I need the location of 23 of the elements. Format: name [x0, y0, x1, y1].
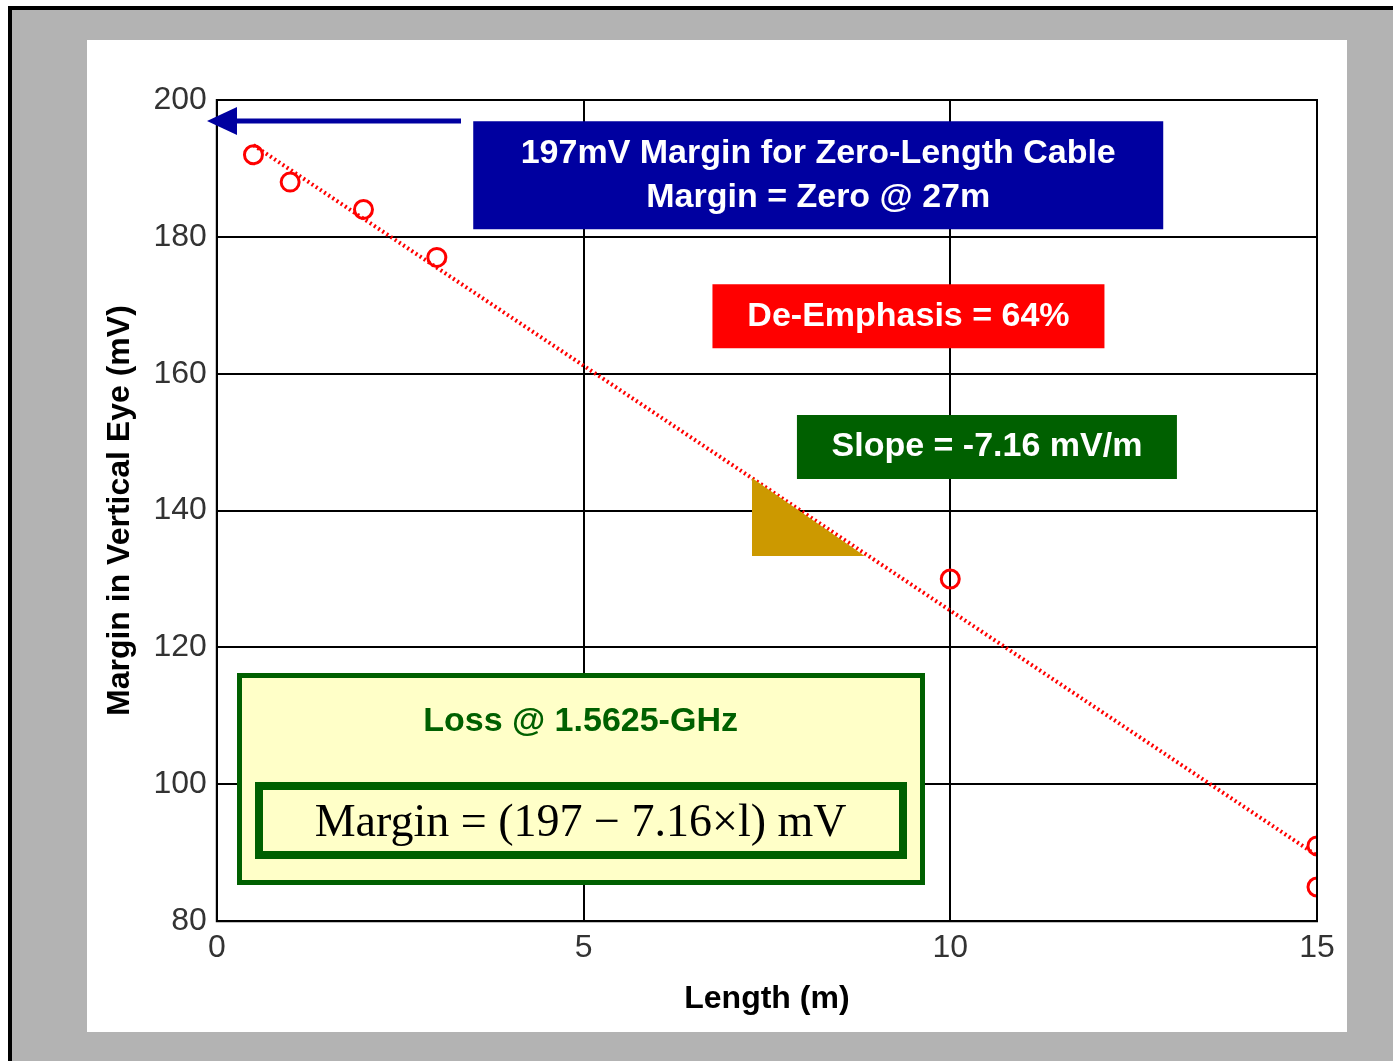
annotation: 197mV Margin for Zero-Length Cable Margin = Zero @ 27m	[520, 131, 1116, 214]
y-tick-label: 80	[171, 901, 207, 938]
x-tick-label: 0	[207, 928, 226, 965]
annotation: De-Emphasis = 64%	[747, 294, 1070, 333]
y-tick-label: 180	[153, 216, 207, 253]
annotation: Loss @ 1.5625-GHz	[423, 699, 738, 739]
point	[426, 246, 448, 268]
point	[242, 144, 264, 166]
annotation: Margin = (197 − 7.16×l) mV	[254, 781, 907, 859]
x-tick-label: 10	[932, 928, 969, 965]
y-tick-label: 120	[153, 627, 207, 664]
point	[352, 198, 374, 220]
y-tick-label: 140	[153, 490, 207, 527]
x-tick-label: 15	[1299, 928, 1335, 965]
y-tick-label: 160	[153, 353, 207, 390]
y-tick-label: 200	[153, 79, 207, 116]
x-axis-title: Length (m)	[684, 978, 850, 1015]
y-axis-title: Margin in Vertical Eye (mV)	[100, 305, 137, 716]
x-tick-label: 5	[574, 928, 593, 965]
y-tick-label: 100	[153, 764, 207, 801]
annotation: Slope = -7.16 mV/m	[831, 425, 1143, 464]
point	[279, 171, 301, 193]
note-panel: Loss @ 1.5625-GHz Margin = (197 − 7.16×l) mV	[236, 673, 925, 885]
